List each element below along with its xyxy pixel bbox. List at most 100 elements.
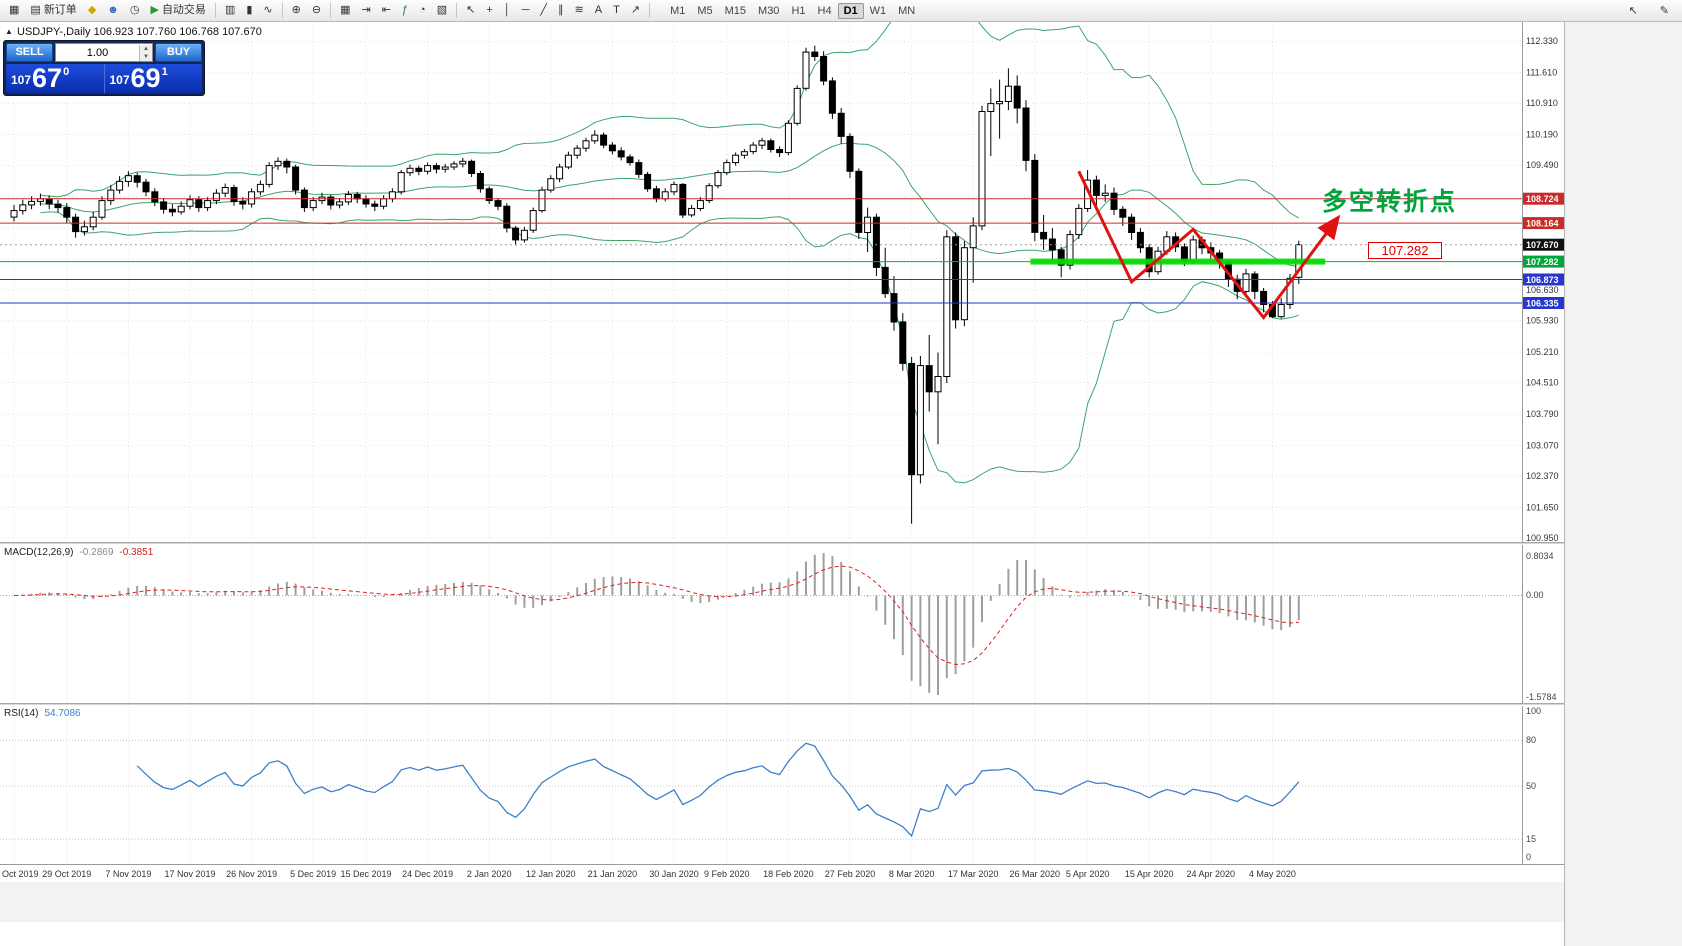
text-icon[interactable]: A: [590, 2, 607, 19]
date-label: 15 Apr 2020: [1124, 869, 1174, 879]
vertical-line-icon[interactable]: │: [499, 2, 516, 19]
profile-icon[interactable]: ☻: [102, 2, 124, 19]
rsi-value: 54.7086: [44, 708, 81, 719]
templates-icon[interactable]: ▧: [432, 2, 452, 19]
main-toolbar: ▦ ▤ 新订单 ◆ ☻ ◷ ▶ 自动交易 ▥ ▮ ∿ ⊕ ⊖ ▦ ⇥ ⇤ ƒ ◔ ▧ ↖ + │ ─ ╱ ∥ ≋ A T ↗ M1 M5 M…: [0, 0, 1682, 22]
volume-spin-buttons[interactable]: ▲ ▼: [139, 44, 152, 61]
history-center-icon: ◷: [129, 4, 140, 16]
macd-canvas[interactable]: [0, 545, 1564, 703]
rsi-scale-label: 15: [1526, 834, 1537, 845]
arrows-icon[interactable]: ↗: [626, 2, 645, 19]
price-callout-label[interactable]: 107.282: [1368, 242, 1442, 259]
bid-prefix: 107: [11, 73, 32, 87]
autotrading-button[interactable]: ▶ 自动交易: [145, 2, 210, 19]
history-center-icon[interactable]: ◷: [125, 2, 145, 19]
text-label-icon[interactable]: T: [608, 2, 625, 19]
timeframe-m5-button[interactable]: M5: [697, 4, 713, 17]
fibonacci-icon: ≋: [574, 4, 584, 16]
macd-panel[interactable]: MACD(12,26,9) -0.2869 -0.3851 0.8034 0.00 -1…: [0, 545, 1564, 703]
chart-shift-icon[interactable]: ⇤: [377, 2, 396, 19]
workspace: 112.330 111.610 110.910 110.190 109.490 106.6…: [0, 22, 1682, 946]
line-chart-icon[interactable]: ∿: [258, 2, 277, 19]
bollinger-lower-band: [40, 211, 1299, 484]
oneclick-collapse-icon[interactable]: ▲: [5, 27, 13, 36]
chart-annotation-text[interactable]: 多空转折点: [1322, 188, 1458, 216]
trend-zigzag-arrow[interactable]: [1077, 170, 1341, 321]
macd-signal-value: -0.3851: [119, 547, 154, 558]
date-label: 12 Jan 2020: [526, 869, 576, 879]
volume-stepper[interactable]: 1.00 ▲ ▼: [55, 43, 153, 62]
timeframe-m1-button[interactable]: M1: [670, 4, 686, 17]
buy-button[interactable]: BUY: [155, 43, 202, 62]
svg-text:106.873: 106.873: [1526, 275, 1559, 285]
sell-button[interactable]: SELL: [6, 43, 53, 62]
date-label: 21 Jan 2020: [587, 869, 638, 879]
periods-icon[interactable]: ◔: [414, 2, 431, 19]
autotrading-button-label: 自动交易: [161, 4, 206, 16]
spin-down-icon[interactable]: ▼: [140, 52, 152, 61]
fibonacci-icon[interactable]: ≋: [570, 2, 589, 19]
equidistant-channel-icon[interactable]: ∥: [553, 2, 569, 19]
trendline-icon[interactable]: ╱: [535, 2, 552, 19]
new-order-button-label: 新订单: [43, 4, 77, 16]
cursor-icon[interactable]: ↖: [461, 2, 480, 19]
spin-up-icon[interactable]: ▲: [140, 44, 152, 53]
timeframe-d1-button[interactable]: D1: [837, 2, 864, 19]
auto-scroll-icon: ⇥: [361, 4, 371, 16]
date-label: 7 Nov 2019: [105, 869, 152, 879]
indicators-icon[interactable]: ƒ: [397, 2, 413, 19]
new-order-button[interactable]: ▤ 新订单: [25, 2, 81, 19]
cursor-select-icon[interactable]: ↖: [1624, 3, 1643, 20]
candlestick-chart-icon[interactable]: ▮: [241, 2, 257, 19]
price-tag-107.282: [1523, 255, 1564, 268]
svg-text:106.335: 106.335: [1526, 299, 1559, 309]
bollinger-middle-band: [40, 142, 1299, 268]
main-chart-panel[interactable]: 112.330 111.610 110.910 110.190 109.490 106.6…: [0, 22, 1564, 542]
support-band[interactable]: [1030, 258, 1326, 265]
timeframe-m15-button[interactable]: M15: [724, 4, 747, 17]
svg-text:110.190: 110.190: [1526, 130, 1558, 140]
zoom-in-icon[interactable]: ⊕: [287, 2, 306, 19]
timeframe-m30-button[interactable]: M30: [758, 4, 780, 17]
profile-icon: ☻: [107, 4, 119, 16]
macd-signal-line: [13, 565, 1299, 666]
zoom-out-icon[interactable]: ⊖: [307, 2, 326, 19]
text-label-icon: T: [613, 4, 620, 16]
panel-splitter[interactable]: [0, 542, 1564, 545]
rsi-canvas[interactable]: [0, 706, 1564, 864]
bid-price[interactable]: 107 67 0: [6, 64, 105, 93]
bid-pipette: 0: [63, 66, 70, 78]
volume-value[interactable]: 1.00: [86, 46, 109, 59]
zoom-out-icon: ⊖: [311, 4, 322, 16]
templates-icon: ▧: [436, 4, 448, 16]
chart-window-icon[interactable]: ▦: [4, 2, 24, 19]
crosshair-icon[interactable]: +: [481, 2, 497, 19]
ask-pips: 69: [130, 63, 161, 93]
chart-window-icon: ▦: [9, 4, 20, 16]
bar-chart-icon: ▥: [224, 4, 236, 16]
crosshair-icon: +: [486, 4, 493, 16]
ask-price[interactable]: 107 69 1: [104, 63, 202, 93]
price-chart-canvas[interactable]: 112.330 111.610 110.910 110.190 109.490 106.6…: [0, 22, 1564, 542]
tile-windows-icon[interactable]: ▦: [335, 2, 355, 19]
auto-scroll-icon[interactable]: ⇥: [356, 2, 375, 19]
timeframe-mn-button[interactable]: MN: [898, 4, 916, 17]
price-tag-108.164: [1523, 217, 1564, 230]
panel-splitter[interactable]: [0, 703, 1564, 706]
rsi-panel[interactable]: RSI(14) 54.7086 100 80 50 15 0: [0, 706, 1564, 864]
arrows-icon: ↗: [630, 4, 641, 16]
rsi-scale-label: 50: [1526, 781, 1537, 791]
timeframe-h4-button[interactable]: H4: [817, 4, 832, 17]
timeframe-w1-button[interactable]: W1: [869, 4, 887, 17]
timeframe-h1-button[interactable]: H1: [791, 4, 806, 17]
draw-tool-icon[interactable]: ✎: [1655, 3, 1674, 20]
mql-market-icon[interactable]: ◆: [83, 2, 101, 19]
svg-text:112.330: 112.330: [1526, 36, 1558, 46]
workspace-background: [1565, 22, 1682, 946]
macd-name: MACD(12,26,9): [4, 547, 74, 558]
bar-chart-icon[interactable]: ▥: [220, 2, 240, 19]
date-label: 27 Feb 2020: [824, 869, 876, 879]
horizontal-line-icon[interactable]: ─: [517, 2, 535, 19]
rsi-scale-label: 80: [1526, 735, 1537, 746]
